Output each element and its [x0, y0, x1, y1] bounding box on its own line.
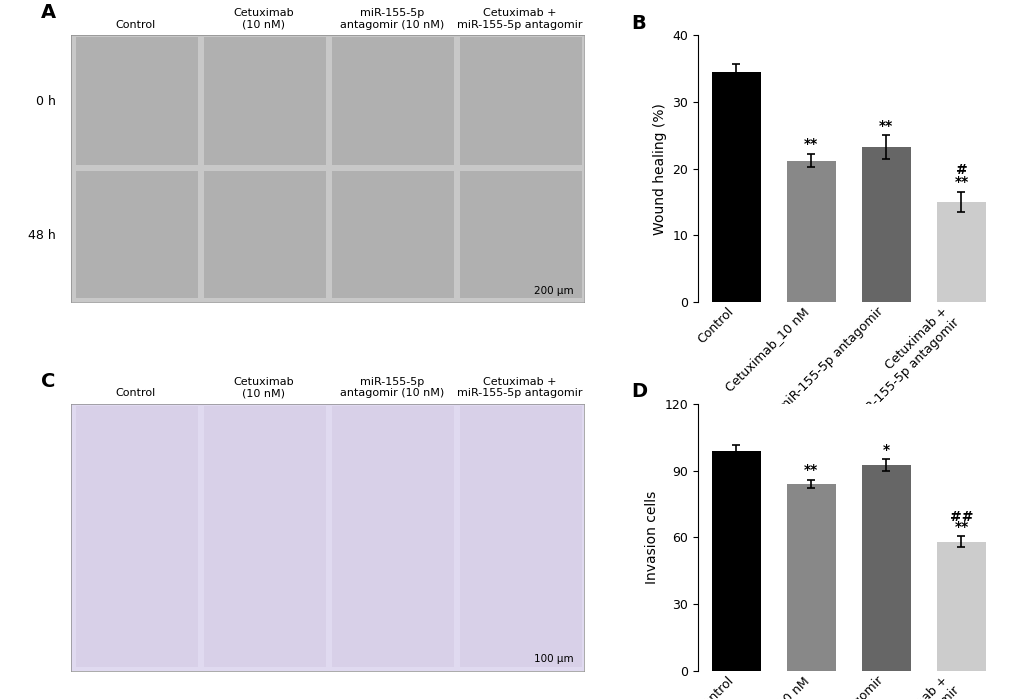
Bar: [460, 171, 582, 298]
Text: 48 h: 48 h: [29, 229, 56, 242]
Bar: [460, 37, 582, 164]
Bar: [331, 406, 453, 667]
Text: 100 μm: 100 μm: [534, 654, 574, 664]
Bar: [711, 451, 760, 671]
Bar: [460, 406, 582, 667]
Text: C: C: [41, 372, 55, 391]
Bar: [75, 171, 198, 298]
Text: Cetuximab +
miR-155-5p antagomir: Cetuximab + miR-155-5p antagomir: [457, 8, 582, 29]
Y-axis label: Wound healing (%): Wound healing (%): [652, 103, 666, 235]
Bar: [204, 171, 325, 298]
Text: Cetuximab
(10 nM): Cetuximab (10 nM): [233, 377, 293, 398]
Bar: [936, 202, 985, 302]
Text: miR-155-5p
antagomir (10 nM): miR-155-5p antagomir (10 nM): [339, 8, 443, 29]
Bar: [936, 542, 985, 671]
Text: Control: Control: [115, 389, 156, 398]
Bar: [331, 171, 453, 298]
Y-axis label: Invasion cells: Invasion cells: [644, 491, 658, 584]
Bar: [75, 406, 198, 667]
Bar: [75, 37, 198, 164]
Text: Cetuximab +
miR-155-5p antagomir: Cetuximab + miR-155-5p antagomir: [457, 377, 582, 398]
Text: **: **: [954, 175, 968, 189]
Text: **: **: [803, 137, 817, 151]
Text: A: A: [41, 3, 56, 22]
Bar: [786, 161, 835, 302]
Bar: [331, 37, 453, 164]
Text: miR-155-5p
antagomir (10 nM): miR-155-5p antagomir (10 nM): [339, 377, 443, 398]
Bar: [204, 406, 325, 667]
Bar: [786, 484, 835, 671]
Text: #: #: [955, 164, 966, 178]
Text: 0 h: 0 h: [36, 95, 56, 108]
Text: **: **: [803, 463, 817, 477]
Text: **: **: [878, 119, 893, 133]
Bar: [204, 37, 325, 164]
Text: ##: ##: [949, 510, 972, 524]
Bar: [711, 72, 760, 302]
Bar: [861, 465, 910, 671]
Text: 200 μm: 200 μm: [534, 285, 574, 296]
Text: B: B: [631, 13, 646, 33]
Text: **: **: [954, 520, 968, 534]
Text: Control: Control: [115, 20, 156, 29]
Text: *: *: [882, 443, 889, 457]
Text: Cetuximab
(10 nM): Cetuximab (10 nM): [233, 8, 293, 29]
Bar: [861, 147, 910, 302]
Text: D: D: [631, 382, 647, 401]
